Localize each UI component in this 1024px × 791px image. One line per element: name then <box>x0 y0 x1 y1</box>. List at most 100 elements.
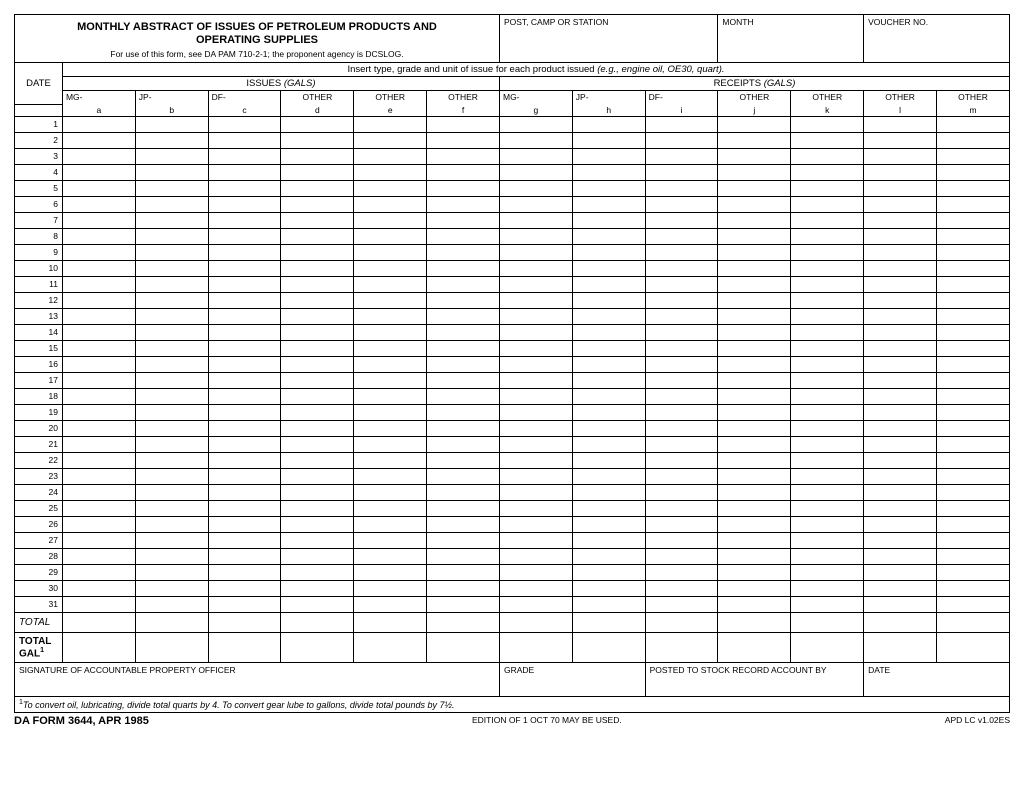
data-cell[interactable] <box>427 484 500 500</box>
data-cell[interactable] <box>937 180 1010 196</box>
data-cell[interactable] <box>864 132 937 148</box>
data-cell[interactable] <box>499 164 572 180</box>
data-cell[interactable] <box>718 372 791 388</box>
data-cell[interactable] <box>572 356 645 372</box>
data-cell[interactable] <box>427 372 500 388</box>
data-cell[interactable] <box>354 340 427 356</box>
data-cell[interactable] <box>427 420 500 436</box>
data-cell[interactable] <box>62 116 135 132</box>
data-cell[interactable] <box>937 436 1010 452</box>
data-cell[interactable] <box>864 404 937 420</box>
data-cell[interactable] <box>572 388 645 404</box>
data-cell[interactable] <box>135 564 208 580</box>
data-cell[interactable] <box>135 276 208 292</box>
data-cell[interactable] <box>499 516 572 532</box>
data-cell[interactable] <box>62 372 135 388</box>
data-cell[interactable] <box>281 164 354 180</box>
data-cell[interactable] <box>864 436 937 452</box>
data-cell[interactable] <box>937 372 1010 388</box>
data-cell[interactable] <box>427 292 500 308</box>
data-cell[interactable] <box>937 340 1010 356</box>
data-cell[interactable] <box>645 228 718 244</box>
data-cell[interactable] <box>572 452 645 468</box>
data-cell[interactable] <box>718 452 791 468</box>
date-field[interactable]: DATE <box>864 662 1010 696</box>
data-cell[interactable] <box>499 260 572 276</box>
data-cell[interactable] <box>645 164 718 180</box>
data-cell[interactable] <box>572 116 645 132</box>
data-cell[interactable] <box>791 180 864 196</box>
total-gal-cell[interactable] <box>135 632 208 662</box>
data-cell[interactable] <box>572 340 645 356</box>
data-cell[interactable] <box>572 436 645 452</box>
data-cell[interactable] <box>937 548 1010 564</box>
data-cell[interactable] <box>62 564 135 580</box>
data-cell[interactable] <box>281 180 354 196</box>
data-cell[interactable] <box>572 228 645 244</box>
data-cell[interactable] <box>645 324 718 340</box>
data-cell[interactable] <box>135 580 208 596</box>
total-cell[interactable] <box>62 612 135 632</box>
data-cell[interactable] <box>499 564 572 580</box>
data-cell[interactable] <box>937 196 1010 212</box>
data-cell[interactable] <box>62 196 135 212</box>
data-cell[interactable] <box>645 212 718 228</box>
data-cell[interactable] <box>208 516 281 532</box>
data-cell[interactable] <box>937 596 1010 612</box>
data-cell[interactable] <box>499 596 572 612</box>
data-cell[interactable] <box>62 260 135 276</box>
total-gal-cell[interactable] <box>791 632 864 662</box>
data-cell[interactable] <box>645 484 718 500</box>
data-cell[interactable] <box>62 532 135 548</box>
total-cell[interactable] <box>427 612 500 632</box>
data-cell[interactable] <box>499 244 572 260</box>
data-cell[interactable] <box>791 132 864 148</box>
data-cell[interactable] <box>208 436 281 452</box>
data-cell[interactable] <box>208 244 281 260</box>
data-cell[interactable] <box>281 516 354 532</box>
data-cell[interactable] <box>208 260 281 276</box>
data-cell[interactable] <box>499 292 572 308</box>
data-cell[interactable] <box>281 580 354 596</box>
data-cell[interactable] <box>572 196 645 212</box>
data-cell[interactable] <box>645 516 718 532</box>
total-gal-cell[interactable] <box>62 632 135 662</box>
data-cell[interactable] <box>791 260 864 276</box>
data-cell[interactable] <box>354 292 427 308</box>
data-cell[interactable] <box>937 324 1010 340</box>
data-cell[interactable] <box>499 196 572 212</box>
data-cell[interactable] <box>208 580 281 596</box>
data-cell[interactable] <box>135 148 208 164</box>
data-cell[interactable] <box>135 212 208 228</box>
data-cell[interactable] <box>354 516 427 532</box>
data-cell[interactable] <box>135 500 208 516</box>
data-cell[interactable] <box>718 148 791 164</box>
data-cell[interactable] <box>937 404 1010 420</box>
data-cell[interactable] <box>937 388 1010 404</box>
data-cell[interactable] <box>791 596 864 612</box>
data-cell[interactable] <box>718 580 791 596</box>
total-gal-cell[interactable] <box>281 632 354 662</box>
data-cell[interactable] <box>427 516 500 532</box>
data-cell[interactable] <box>281 196 354 212</box>
data-cell[interactable] <box>499 436 572 452</box>
data-cell[interactable] <box>499 228 572 244</box>
data-cell[interactable] <box>864 484 937 500</box>
data-cell[interactable] <box>281 500 354 516</box>
data-cell[interactable] <box>645 500 718 516</box>
data-cell[interactable] <box>572 468 645 484</box>
data-cell[interactable] <box>354 420 427 436</box>
data-cell[interactable] <box>208 548 281 564</box>
data-cell[interactable] <box>718 436 791 452</box>
data-cell[interactable] <box>354 148 427 164</box>
data-cell[interactable] <box>791 516 864 532</box>
data-cell[interactable] <box>135 516 208 532</box>
data-cell[interactable] <box>937 308 1010 324</box>
data-cell[interactable] <box>645 340 718 356</box>
data-cell[interactable] <box>499 372 572 388</box>
data-cell[interactable] <box>135 324 208 340</box>
month-field[interactable]: MONTH <box>718 15 864 63</box>
data-cell[interactable] <box>281 132 354 148</box>
data-cell[interactable] <box>864 356 937 372</box>
data-cell[interactable] <box>791 404 864 420</box>
